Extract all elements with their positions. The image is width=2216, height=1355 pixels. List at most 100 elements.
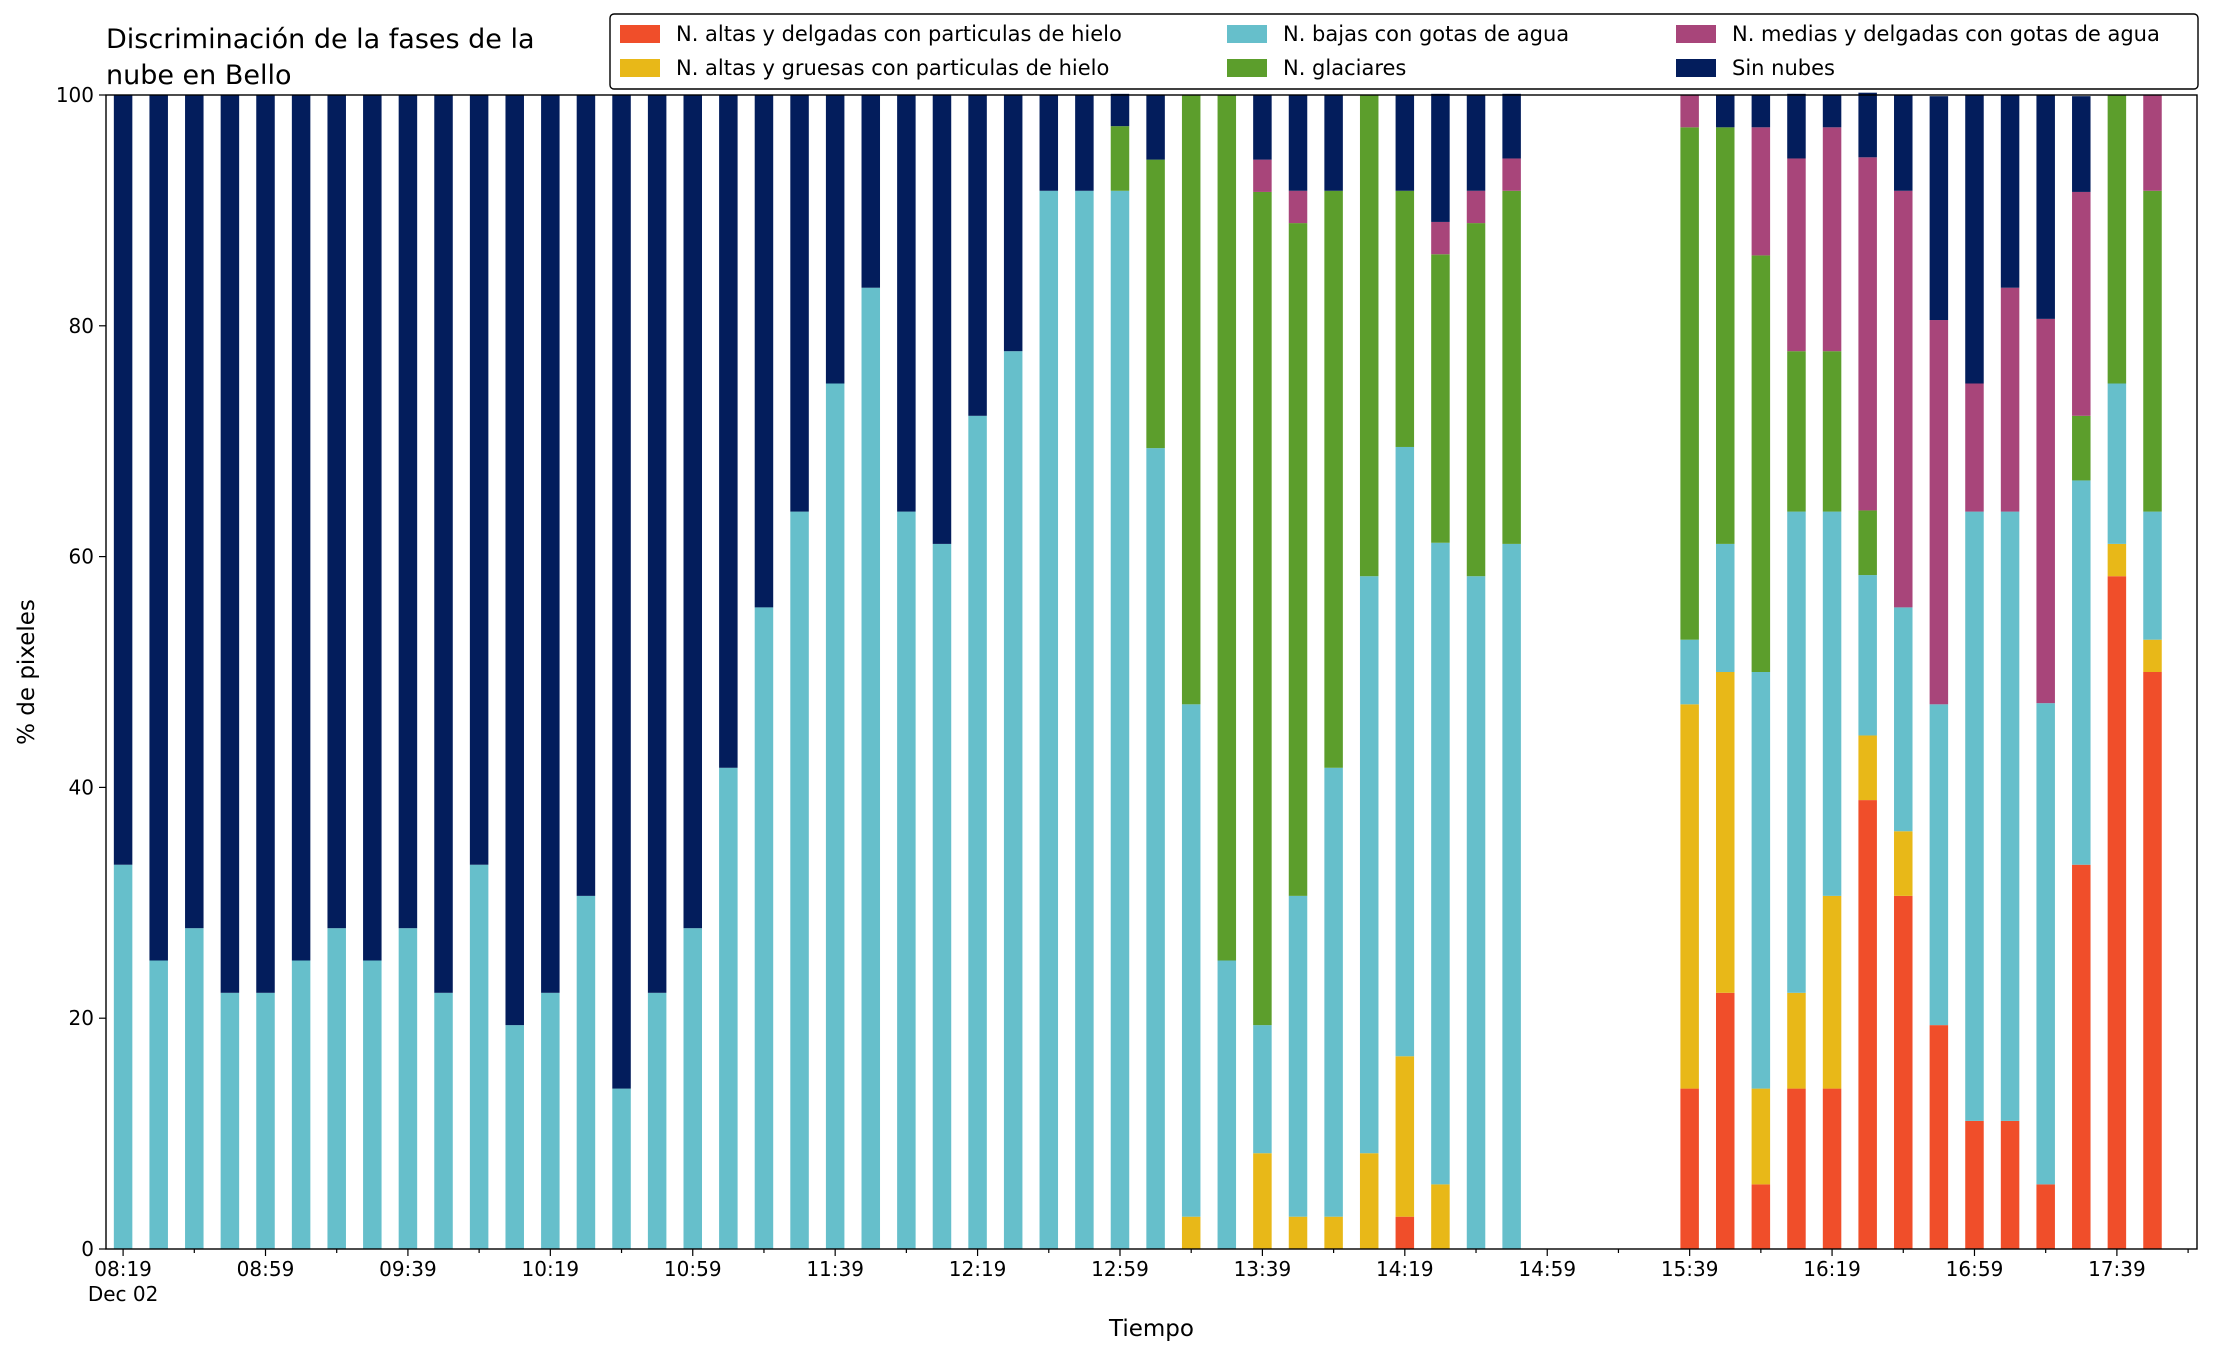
bar-segment (1110, 93, 1130, 127)
bar-segment (1146, 448, 1165, 1249)
bar-segment (1253, 1153, 1272, 1249)
bar-segment (1146, 159, 1165, 449)
bar-segment (434, 992, 453, 1249)
bar-segment (1787, 511, 1806, 993)
bar-segment (1288, 223, 1308, 896)
x-tick-label: 11:39 (806, 1257, 864, 1281)
legend-label: Sin nubes (1732, 56, 1835, 80)
bar-segment (1110, 190, 1130, 1250)
bar-segment (1395, 95, 1415, 191)
bar-segment (1324, 1216, 1343, 1249)
bar-segment (149, 95, 168, 961)
bar-segment (541, 95, 560, 993)
bar-segment (1466, 223, 1486, 577)
bar-segment (1965, 511, 1984, 1121)
bar-segment (2036, 95, 2055, 319)
bar-segment (1929, 96, 1949, 321)
bar-segment (541, 992, 560, 1249)
bar-segment (1822, 511, 1842, 896)
bar-segment (1965, 1120, 1984, 1249)
bar-segment (2107, 383, 2127, 544)
bar-segment (1751, 1184, 1771, 1249)
bar-segment (1822, 127, 1842, 352)
bar-segment (1787, 992, 1806, 1089)
bar-segment (1894, 607, 1913, 832)
bar-segment (1965, 383, 1984, 512)
bar-segment (2107, 576, 2127, 1249)
bar-segment (1716, 992, 1735, 1249)
bar-segment (1502, 190, 1521, 544)
bar-segment (683, 95, 702, 929)
bar-segment (647, 95, 667, 993)
bar-segment (1858, 800, 1877, 1249)
bar-segment (2072, 96, 2091, 192)
bar-segment (1253, 191, 1272, 1026)
bar-segment (1288, 895, 1308, 1217)
plot-frame (105, 94, 2198, 1250)
bar-segment (647, 992, 667, 1249)
bar-segment (1431, 254, 1450, 543)
x-tick-label: 16:59 (1946, 1257, 2004, 1281)
bar-segment (1858, 92, 1877, 158)
bar-segment (1075, 95, 1094, 191)
bar-segment (1039, 95, 1059, 191)
bar-segment (505, 1025, 524, 1249)
bar-segment (576, 895, 596, 1249)
bar-segment (825, 383, 845, 1249)
x-tick-label: 14:19 (1376, 1257, 1434, 1281)
bar-segment (363, 95, 382, 961)
bar-segment (220, 992, 240, 1249)
bar-segment (1787, 158, 1806, 352)
bar-segment (1466, 190, 1486, 224)
legend-label: N. altas y delgadas con particulas de hi… (676, 22, 1122, 46)
bar-segment (291, 95, 311, 961)
bar-segment (1894, 95, 1913, 191)
bar-segment (291, 960, 311, 1249)
bar-segment (2036, 318, 2055, 704)
bar-segment (576, 95, 596, 896)
bar-segment (2072, 864, 2091, 1249)
x-tick-label: 12:19 (949, 1257, 1007, 1281)
bar-segment (2143, 672, 2162, 1249)
bar-segment (1680, 704, 1699, 1089)
bar-segment (113, 95, 133, 865)
bar-segment (1822, 351, 1842, 512)
bar-segment (2143, 639, 2162, 672)
bar-segment (1181, 704, 1201, 1217)
bar-segment (1395, 190, 1415, 447)
legend-box (609, 13, 2199, 90)
bar-segment (612, 1088, 631, 1249)
bar-segment (113, 864, 133, 1249)
bar-segment (1858, 735, 1877, 801)
legend-label: N. altas y gruesas con particulas de hie… (676, 56, 1109, 80)
bar-segment (1716, 543, 1735, 672)
x-tick-label: 10:19 (522, 1257, 580, 1281)
bar-segment (1253, 1025, 1272, 1154)
y-tick-label: 0 (81, 1237, 94, 1261)
bar-segment (1003, 95, 1023, 352)
bar-segment (861, 287, 881, 1249)
bar-segment (1716, 672, 1735, 993)
bar-segment (790, 95, 809, 512)
legend-label: N. medias y delgadas con gotas de agua (1732, 22, 2160, 46)
bar-segment (790, 511, 809, 1249)
bar-segment (968, 95, 987, 416)
chart-title: Discriminación de la fases de la nube en… (106, 24, 535, 91)
y-tick-label: 20 (69, 1006, 94, 1030)
bar-segment (2072, 191, 2091, 416)
bar-segment (1431, 221, 1450, 255)
bar-segment (2072, 415, 2091, 481)
bar-segment (2000, 287, 2020, 512)
bar-segment (2143, 190, 2162, 512)
bar-segment (1253, 159, 1272, 192)
bar-segment (897, 511, 916, 1249)
bar-segment (1324, 95, 1343, 191)
bar-segment (1751, 255, 1771, 672)
legend-label: N. bajas con gotas de agua (1283, 22, 1569, 46)
x-tick-label: 16:19 (1803, 1257, 1861, 1281)
bar-segment (719, 95, 738, 768)
bar-segment (2143, 511, 2162, 640)
x-tick-label: 12:59 (1091, 1257, 1149, 1281)
x-tick-label: 17:39 (2088, 1257, 2146, 1281)
